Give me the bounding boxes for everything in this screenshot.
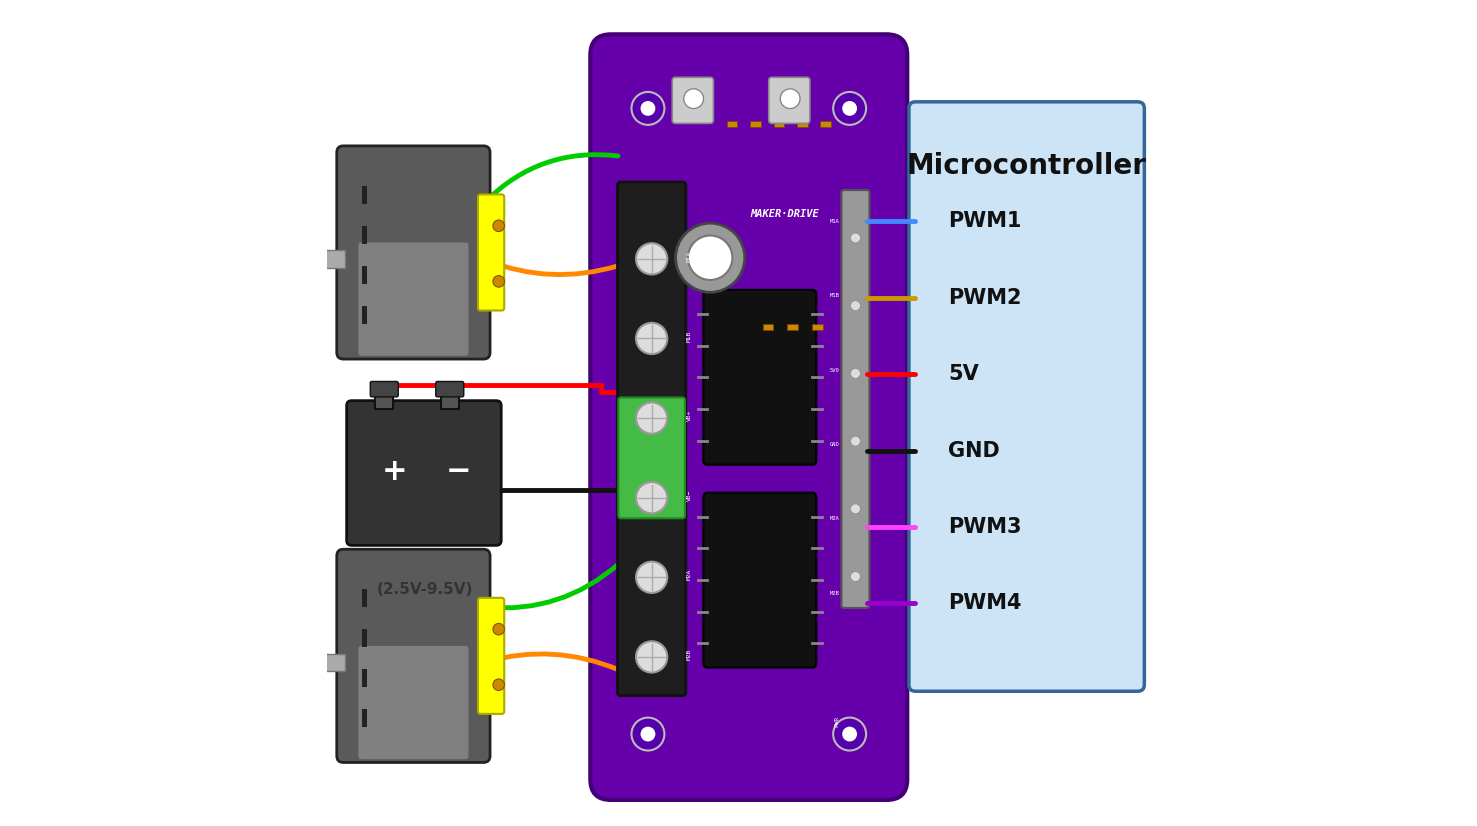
Circle shape bbox=[684, 89, 703, 108]
Circle shape bbox=[632, 92, 665, 125]
Circle shape bbox=[637, 402, 668, 434]
Text: M2A: M2A bbox=[687, 569, 691, 581]
Bar bbox=[774, 121, 784, 127]
Bar bbox=[727, 121, 737, 127]
Circle shape bbox=[637, 323, 668, 354]
Bar bbox=[362, 629, 366, 647]
Text: PWM2: PWM2 bbox=[948, 287, 1022, 308]
Text: −: − bbox=[446, 457, 471, 486]
FancyBboxPatch shape bbox=[842, 190, 870, 608]
Circle shape bbox=[851, 436, 861, 446]
Text: MAKER·DRIVE: MAKER·DRIVE bbox=[750, 209, 820, 219]
Circle shape bbox=[851, 233, 861, 243]
Circle shape bbox=[637, 482, 668, 513]
Circle shape bbox=[637, 562, 668, 593]
FancyBboxPatch shape bbox=[591, 35, 907, 800]
FancyBboxPatch shape bbox=[359, 243, 468, 356]
Text: GND: GND bbox=[830, 442, 840, 447]
Circle shape bbox=[637, 641, 668, 672]
Circle shape bbox=[842, 101, 857, 116]
Text: 5V: 5V bbox=[948, 364, 979, 384]
Circle shape bbox=[851, 368, 861, 378]
Text: M1A: M1A bbox=[687, 250, 691, 262]
Text: GND: GND bbox=[948, 440, 1000, 461]
Circle shape bbox=[851, 301, 861, 311]
Text: M1B: M1B bbox=[787, 95, 799, 102]
Bar bbox=[440, 385, 459, 409]
Circle shape bbox=[493, 679, 505, 691]
Text: +: + bbox=[381, 457, 408, 486]
Text: Microcontroller: Microcontroller bbox=[907, 152, 1146, 180]
Text: M1B: M1B bbox=[830, 293, 840, 298]
Circle shape bbox=[493, 276, 505, 287]
Circle shape bbox=[675, 223, 744, 292]
Bar bbox=[798, 121, 808, 127]
Circle shape bbox=[851, 572, 861, 582]
Circle shape bbox=[637, 243, 668, 274]
Circle shape bbox=[641, 101, 656, 116]
Text: PWM1: PWM1 bbox=[948, 211, 1022, 231]
Bar bbox=[310, 250, 344, 268]
Bar bbox=[787, 324, 798, 330]
FancyBboxPatch shape bbox=[703, 290, 817, 465]
Text: M1A: M1A bbox=[690, 95, 703, 102]
FancyBboxPatch shape bbox=[359, 646, 468, 759]
Bar bbox=[310, 653, 344, 672]
FancyBboxPatch shape bbox=[768, 78, 809, 123]
Bar bbox=[750, 121, 761, 127]
Text: M2B: M2B bbox=[830, 591, 840, 596]
Circle shape bbox=[688, 235, 733, 280]
FancyBboxPatch shape bbox=[337, 146, 490, 359]
FancyBboxPatch shape bbox=[337, 549, 490, 762]
Text: VB−: VB− bbox=[687, 490, 691, 501]
Circle shape bbox=[632, 718, 665, 751]
Circle shape bbox=[780, 89, 801, 108]
Bar bbox=[362, 589, 366, 607]
Text: M2B: M2B bbox=[687, 648, 691, 660]
Text: M1B: M1B bbox=[687, 330, 691, 341]
Circle shape bbox=[842, 727, 857, 742]
Circle shape bbox=[641, 727, 656, 742]
Circle shape bbox=[493, 220, 505, 231]
Text: (2.5V-9.5V): (2.5V-9.5V) bbox=[377, 582, 473, 596]
FancyBboxPatch shape bbox=[371, 382, 399, 396]
Bar bbox=[362, 266, 366, 283]
Text: PWR: PWR bbox=[835, 716, 839, 727]
Bar bbox=[362, 186, 366, 203]
Text: M2A: M2A bbox=[830, 516, 840, 521]
Bar bbox=[762, 324, 774, 330]
Text: M1A: M1A bbox=[830, 219, 840, 224]
Circle shape bbox=[637, 482, 668, 513]
Text: PWM4: PWM4 bbox=[948, 593, 1022, 614]
FancyBboxPatch shape bbox=[347, 401, 501, 545]
Bar bbox=[362, 669, 366, 687]
FancyBboxPatch shape bbox=[908, 102, 1145, 691]
Bar bbox=[812, 324, 823, 330]
Text: VB+: VB+ bbox=[687, 410, 691, 421]
Bar bbox=[362, 306, 366, 324]
Text: PWM3: PWM3 bbox=[948, 517, 1022, 537]
Circle shape bbox=[637, 402, 668, 434]
Circle shape bbox=[851, 504, 861, 514]
FancyBboxPatch shape bbox=[672, 78, 713, 123]
Text: 5V0: 5V0 bbox=[830, 368, 840, 373]
FancyBboxPatch shape bbox=[619, 397, 685, 518]
Circle shape bbox=[493, 624, 505, 635]
Circle shape bbox=[833, 92, 866, 125]
Bar bbox=[821, 121, 832, 127]
FancyBboxPatch shape bbox=[703, 492, 817, 667]
Circle shape bbox=[833, 718, 866, 751]
Bar bbox=[362, 710, 366, 727]
Bar bbox=[362, 225, 366, 244]
Bar bbox=[375, 385, 393, 409]
FancyBboxPatch shape bbox=[617, 182, 685, 695]
FancyBboxPatch shape bbox=[479, 194, 504, 311]
FancyBboxPatch shape bbox=[479, 598, 504, 714]
FancyBboxPatch shape bbox=[436, 382, 464, 396]
